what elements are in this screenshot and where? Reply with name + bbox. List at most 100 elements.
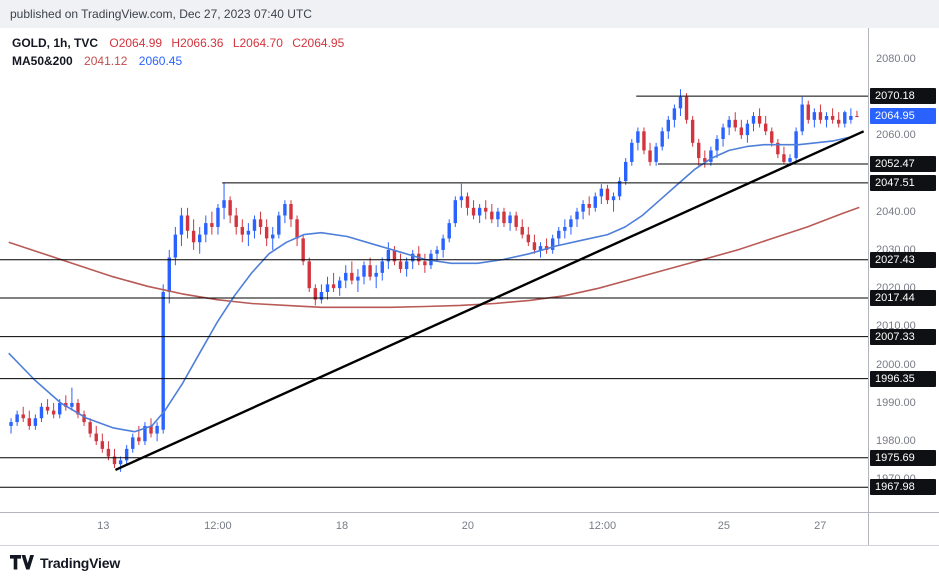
candle bbox=[344, 265, 348, 289]
candle bbox=[179, 207, 184, 247]
candle bbox=[228, 196, 232, 224]
last-price-badge: 2064.95 bbox=[870, 108, 936, 125]
candle bbox=[350, 261, 354, 285]
candle bbox=[721, 123, 725, 147]
candle bbox=[100, 433, 105, 453]
candle bbox=[15, 410, 19, 426]
candle bbox=[581, 200, 585, 220]
candle bbox=[739, 119, 744, 139]
candle bbox=[131, 433, 135, 453]
chart-legend: GOLD, 1h, TVC O2064.99 H2066.36 L2064.70… bbox=[12, 34, 350, 70]
candle bbox=[27, 410, 31, 430]
candle bbox=[709, 146, 713, 166]
candle bbox=[380, 257, 384, 281]
candle bbox=[508, 211, 512, 231]
candle bbox=[830, 108, 835, 124]
candle bbox=[624, 158, 628, 185]
candle bbox=[33, 414, 38, 430]
candle bbox=[569, 215, 573, 235]
candle bbox=[502, 207, 506, 227]
price-tick-label: 2000.00 bbox=[876, 358, 916, 371]
candle bbox=[593, 192, 597, 212]
time-tick-label: 12:00 bbox=[588, 520, 617, 532]
candle bbox=[544, 238, 549, 254]
candlestick-chart[interactable] bbox=[0, 28, 868, 512]
candle bbox=[191, 219, 196, 250]
candle bbox=[198, 226, 202, 254]
candle bbox=[325, 276, 330, 300]
candle bbox=[149, 418, 153, 438]
candle bbox=[843, 110, 847, 128]
candle bbox=[484, 200, 488, 220]
candle bbox=[855, 110, 859, 118]
candle bbox=[490, 204, 494, 224]
candle bbox=[441, 234, 445, 258]
candle bbox=[678, 89, 683, 116]
candle bbox=[216, 204, 220, 235]
tradingview-icon bbox=[10, 555, 34, 570]
candle bbox=[520, 219, 524, 239]
candle bbox=[648, 142, 652, 166]
candle bbox=[124, 445, 129, 465]
ohlc-open: O2064.99 bbox=[109, 36, 163, 50]
candle bbox=[374, 265, 378, 289]
candle bbox=[818, 104, 823, 124]
price-level-badge: 1967.98 bbox=[870, 479, 936, 496]
price-axis[interactable]: 2080.00 2060.00 2040.00 2030.00 2020.00 2010.… bbox=[868, 28, 939, 512]
time-tick-label: 27 bbox=[814, 520, 827, 532]
candle bbox=[319, 284, 324, 304]
price-tick-label: 2060.00 bbox=[876, 129, 916, 142]
candle bbox=[587, 196, 591, 216]
candle bbox=[423, 253, 427, 273]
candle bbox=[118, 456, 123, 472]
trend-line[interactable] bbox=[114, 130, 865, 472]
time-tick-label: 25 bbox=[717, 520, 731, 532]
candle bbox=[654, 142, 658, 166]
candle bbox=[477, 204, 482, 224]
candle bbox=[526, 226, 531, 247]
candle bbox=[751, 112, 756, 132]
candle bbox=[204, 215, 208, 243]
candle bbox=[252, 215, 257, 239]
candle bbox=[837, 112, 841, 128]
candle bbox=[697, 138, 701, 166]
candle bbox=[246, 223, 251, 247]
time-tick-label: 18 bbox=[335, 520, 349, 532]
candle bbox=[76, 399, 80, 419]
candle bbox=[9, 418, 13, 434]
candle bbox=[660, 127, 664, 151]
symbol-label[interactable]: GOLD, 1h, TVC bbox=[12, 36, 99, 50]
candle bbox=[240, 219, 244, 243]
candle bbox=[258, 211, 263, 235]
candle bbox=[514, 211, 518, 231]
candle bbox=[666, 116, 670, 139]
candle bbox=[435, 246, 439, 262]
ma200-line[interactable] bbox=[8, 206, 860, 309]
candle bbox=[51, 402, 56, 419]
candle bbox=[173, 226, 178, 266]
candle bbox=[599, 184, 604, 204]
candle bbox=[563, 219, 567, 239]
ma-indicator-label[interactable]: MA50&200 bbox=[12, 54, 73, 68]
legend-ma-row: MA50&200 2041.12 2060.45 bbox=[12, 52, 350, 70]
candle bbox=[703, 150, 707, 168]
candle bbox=[313, 284, 318, 306]
candle bbox=[727, 116, 731, 136]
candle bbox=[368, 257, 372, 281]
time-tick-label: 20 bbox=[461, 520, 474, 532]
price-level-badge: 1975.69 bbox=[870, 449, 936, 466]
candle bbox=[283, 200, 287, 224]
ma50-line[interactable] bbox=[8, 132, 860, 433]
price-tick-label: 1990.00 bbox=[876, 396, 916, 409]
candle bbox=[94, 425, 98, 446]
candle bbox=[106, 441, 111, 461]
candle bbox=[453, 196, 457, 227]
chart-plot-area[interactable]: GOLD, 1h, TVC O2064.99 H2066.36 L2064.70… bbox=[0, 28, 868, 512]
price-tick-label: 2040.00 bbox=[876, 205, 916, 218]
price-level-badge: 2052.47 bbox=[870, 155, 936, 172]
tradingview-logo[interactable]: TradingView bbox=[10, 555, 120, 571]
time-tick-label: 13 bbox=[97, 520, 110, 532]
time-axis[interactable]: 13 12:00 18 20 12:00 25 27 bbox=[0, 512, 939, 546]
candle bbox=[64, 395, 68, 411]
